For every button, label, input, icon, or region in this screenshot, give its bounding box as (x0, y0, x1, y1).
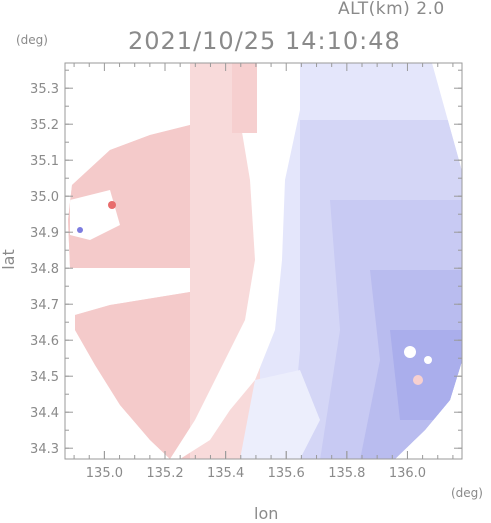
x-tick-label: 135.6 (268, 466, 305, 481)
y-tick-label: 35.3 (30, 82, 59, 97)
y-tick-label: 34.8 (30, 262, 59, 277)
y-tick-label: 34.6 (30, 334, 59, 349)
y-tick-label: 34.9 (30, 226, 59, 241)
y-axis: 34.3 34.4 34.5 34.6 34.7 34.8 34.9 35.0 35.1 35.2… (30, 69, 462, 457)
y-tick-label: 35.0 (30, 190, 59, 205)
x-axis-title: lon (254, 504, 279, 523)
x-tick-label: 135.0 (86, 466, 123, 481)
timestamp-title: 2021/10/25 14:10:48 (128, 27, 401, 55)
radar-echo-field (68, 63, 462, 459)
y-tick-label: 34.4 (30, 406, 59, 421)
plot-frame (64, 62, 463, 460)
x-tick-label: 135.8 (328, 466, 365, 481)
y-unit-label: (deg) (16, 33, 48, 47)
x-axis: 135.0 135.2 135.4 135.6 135.8 136.0 (73, 63, 454, 481)
y-tick-label: 34.7 (30, 298, 59, 313)
x-tick-label: 135.4 (207, 466, 244, 481)
altitude-label: ALT(km) 2.0 (338, 0, 445, 19)
x-tick-label: 135.2 (146, 466, 183, 481)
y-tick-label: 35.2 (30, 118, 59, 133)
y-tick-label: 34.3 (30, 442, 59, 457)
y-tick-label: 35.1 (30, 154, 59, 169)
y-tick-label: 34.5 (30, 370, 59, 385)
x-unit-label: (deg) (451, 486, 483, 500)
x-tick-label: 136.0 (389, 466, 426, 481)
